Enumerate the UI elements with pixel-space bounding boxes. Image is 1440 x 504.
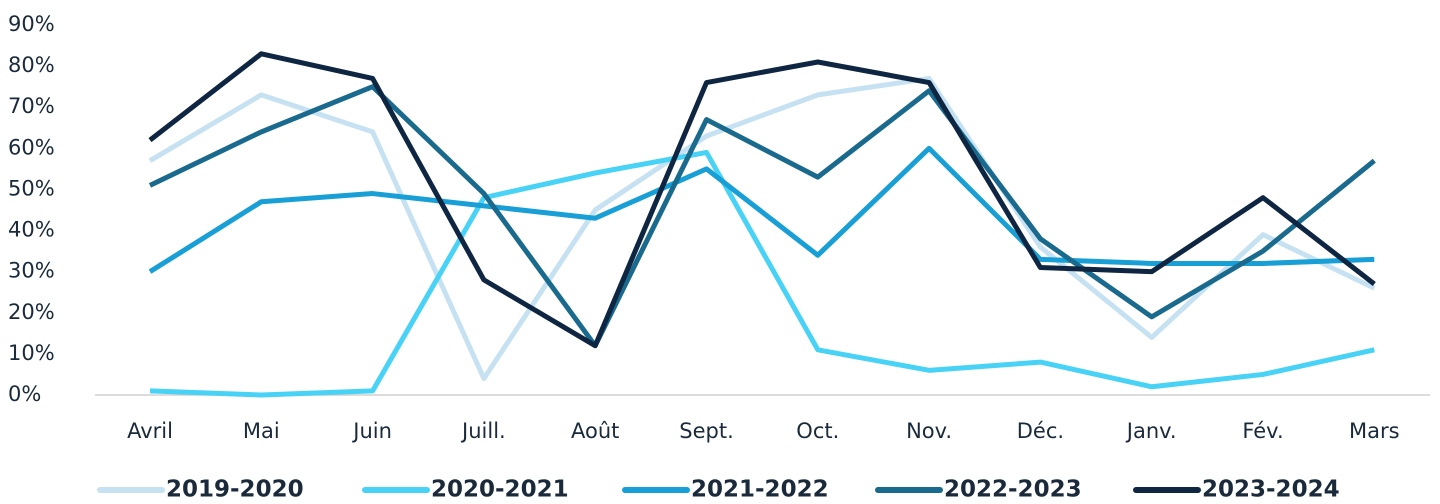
legend-label: 2019-2020	[166, 477, 304, 503]
y-tick-label: 50%	[8, 176, 55, 200]
x-tick-label: Avril	[127, 419, 173, 443]
y-tick-label: 20%	[8, 300, 55, 324]
x-tick-label: Sept.	[679, 419, 734, 443]
series-line	[149, 149, 1375, 398]
legend-label: 2022-2023	[944, 477, 1082, 503]
x-tick-label: Oct.	[796, 419, 839, 443]
x-tick-label: Fév.	[1242, 419, 1283, 443]
y-tick-label: 10%	[8, 341, 55, 365]
y-tick-label: 40%	[8, 218, 55, 242]
series-line	[148, 75, 1376, 382]
x-tick-label: Mai	[243, 419, 280, 443]
legend-label: 2023-2024	[1202, 477, 1340, 503]
x-tick-label: Nov.	[906, 419, 952, 443]
x-tick-label: Mars	[1349, 419, 1400, 443]
series-line	[148, 145, 1375, 274]
y-tick-label: 30%	[8, 259, 55, 283]
y-tick-label: 80%	[8, 53, 55, 77]
legend-label: 2021-2022	[691, 477, 829, 503]
legend-label: 2020-2021	[431, 477, 569, 503]
y-tick-label: 0%	[8, 382, 41, 406]
x-tick-label: Déc.	[1017, 419, 1064, 443]
y-tick-label: 60%	[8, 135, 55, 159]
x-tick-label: Juill.	[460, 419, 506, 443]
x-tick-label: Janv.	[1125, 419, 1177, 443]
series-line	[148, 84, 1376, 349]
y-tick-label: 70%	[8, 94, 55, 118]
y-tick-label: 90%	[8, 12, 55, 36]
x-tick-label: Août	[571, 419, 619, 443]
series-line	[148, 51, 1376, 349]
x-tick-label: Juin	[351, 419, 392, 443]
